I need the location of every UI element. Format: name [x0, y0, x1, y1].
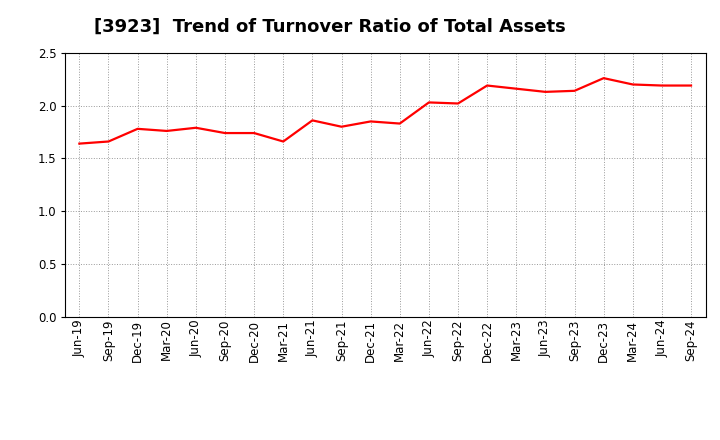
Text: [3923]  Trend of Turnover Ratio of Total Assets: [3923] Trend of Turnover Ratio of Total …	[94, 18, 565, 36]
